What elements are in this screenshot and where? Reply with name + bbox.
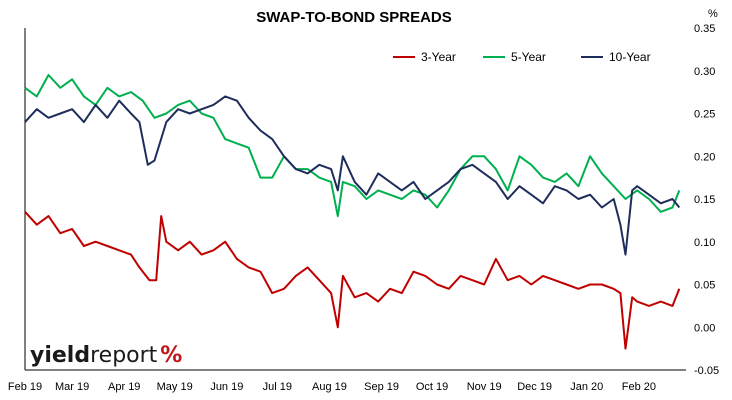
x-tick-label: Jun 19 <box>210 381 243 393</box>
y-tick-label: 0.30 <box>694 66 715 78</box>
legend-label: 10-Year <box>609 50 651 64</box>
y-tick-label: 0.05 <box>694 280 715 292</box>
x-tick-label: Apr 19 <box>108 381 140 393</box>
x-tick-label: Mar 19 <box>55 381 89 393</box>
legend-label: 3-Year <box>421 50 456 64</box>
logo-text-regular: report <box>90 343 158 368</box>
svg-text:yieldreport%: yieldreport% <box>30 343 182 368</box>
y-unit-label: % <box>708 8 718 20</box>
x-tick-label: Oct 19 <box>416 381 448 393</box>
x-tick-label: Feb 19 <box>8 381 42 393</box>
y-tick-label: 0.20 <box>694 151 715 163</box>
x-tick-label: Jan 20 <box>570 381 603 393</box>
x-tick-label: Nov 19 <box>467 381 502 393</box>
y-tick-label: 0.10 <box>694 237 715 249</box>
y-tick-label: 0.00 <box>694 322 715 334</box>
legend: 3-Year 5-Year 10-Year <box>393 50 651 64</box>
chart-title: SWAP-TO-BOND SPREADS <box>256 9 452 26</box>
x-tick-label: Jul 19 <box>263 381 292 393</box>
y-tick-labels: 0.35 0.30 0.25 0.20 0.15 0.10 0.05 0.00 -0.05 <box>694 23 719 377</box>
series-line-10-year <box>24 95 681 256</box>
y-tick-label: 0.15 <box>694 194 715 206</box>
x-tick-label: May 19 <box>157 381 193 393</box>
x-tick-label: Dec 19 <box>517 381 552 393</box>
y-tick-label: 0.25 <box>694 109 715 121</box>
x-tick-label: Aug 19 <box>312 381 347 393</box>
legend-label: 5-Year <box>511 50 546 64</box>
y-tick-label: 0.35 <box>694 23 715 35</box>
logo-text-bold: yield <box>30 343 90 368</box>
series-line-3-year <box>24 211 681 350</box>
series-lines <box>24 74 681 350</box>
x-tick-labels: Feb 19 Mar 19 Apr 19 May 19 Jun 19 Jul 19 Aug … <box>8 381 656 393</box>
x-tick-label: Feb 20 <box>622 381 656 393</box>
logo-percent-icon: % <box>160 343 182 368</box>
series-line-5-year <box>24 74 681 218</box>
y-tick-label: -0.05 <box>694 365 719 377</box>
yieldreport-logo: yieldreport% <box>30 343 182 368</box>
x-tick-label: Sep 19 <box>364 381 399 393</box>
